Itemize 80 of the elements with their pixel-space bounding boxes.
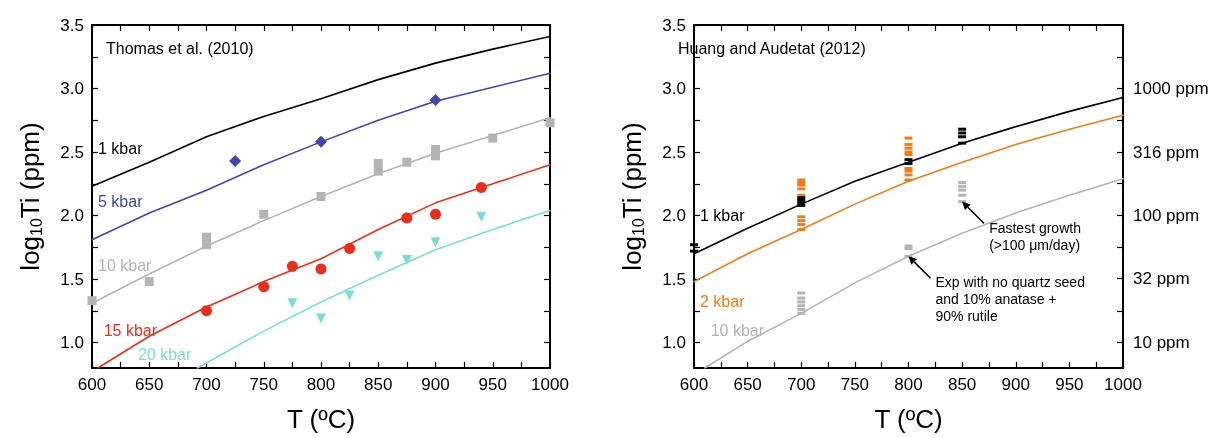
series-label: 1 kbar xyxy=(700,207,746,225)
y-tick-label: 3.0 xyxy=(60,79,84,99)
y2-tick-label: 316 ppm xyxy=(1133,142,1200,162)
point xyxy=(87,296,97,306)
x-tick-label: 850 xyxy=(364,375,393,394)
x-axis-title: T (ºC) xyxy=(874,404,943,434)
annotation: Fastest growth (>100 μm/day) xyxy=(989,219,1081,254)
x-tick-label: 750 xyxy=(840,375,870,394)
point xyxy=(545,118,555,128)
point xyxy=(488,133,498,143)
y-tick-label: 3.0 xyxy=(662,79,686,99)
text: Thomas et al. (2010) xyxy=(106,39,254,57)
y-tick-label: 2.5 xyxy=(60,142,84,162)
x-tick-label: 950 xyxy=(478,375,507,394)
point xyxy=(401,255,412,266)
point xyxy=(144,277,154,287)
point xyxy=(430,208,441,220)
series-label: 20 kbar xyxy=(137,345,192,363)
y2-tick-label: 32 ppm xyxy=(1133,268,1190,288)
point xyxy=(430,237,441,248)
point xyxy=(229,154,242,167)
series-label: 1 kbar xyxy=(98,139,144,157)
y2-tick-label: 10 ppm xyxy=(1133,333,1190,353)
y-tick-label: 3.5 xyxy=(60,15,84,35)
point xyxy=(201,305,212,317)
x-tick-label: 1000 xyxy=(531,375,569,394)
x-tick-label: 650 xyxy=(733,375,762,394)
x-tick-label: 800 xyxy=(894,375,923,394)
x-tick-label: 900 xyxy=(1001,375,1030,394)
point xyxy=(259,209,269,219)
series-label: 5 kbar xyxy=(98,193,144,211)
point xyxy=(344,290,355,301)
x-tick-label: 700 xyxy=(787,375,816,394)
x-tick-label: 900 xyxy=(421,375,450,394)
series-label: 10 kbar xyxy=(98,256,153,274)
x-tick-label: 1000 xyxy=(1104,375,1142,394)
y-tick-label: 2.5 xyxy=(662,142,686,162)
y-tick-label: 3.5 xyxy=(662,15,686,35)
point xyxy=(315,135,327,148)
point xyxy=(373,166,383,176)
x-tick-label: 950 xyxy=(1055,375,1084,394)
point xyxy=(373,251,384,262)
y2-tick-label: 100 ppm xyxy=(1133,206,1200,226)
point xyxy=(344,243,356,255)
point xyxy=(429,93,442,106)
y-tick-label: 1.5 xyxy=(60,269,84,289)
line-series xyxy=(96,163,551,369)
x-axis-title: T (ºC) xyxy=(286,404,356,434)
x-tick-label: 600 xyxy=(679,375,709,394)
y-axis-title: log10Ti (ppm) xyxy=(15,122,45,271)
point xyxy=(476,211,487,222)
point xyxy=(287,298,298,309)
x-tick-label: 600 xyxy=(77,375,107,394)
x-tick-label: 750 xyxy=(249,375,278,394)
x-tick-label: 850 xyxy=(947,375,977,394)
series-label: 15 kbar xyxy=(103,321,158,339)
x-tick-label: 650 xyxy=(135,375,164,394)
point xyxy=(316,313,326,324)
y2-tick-label: 1000 ppm xyxy=(1133,79,1209,99)
point xyxy=(202,240,211,250)
y-tick-label: 2.0 xyxy=(662,206,686,226)
x-tick-label: 800 xyxy=(306,375,336,394)
line-series xyxy=(196,209,551,369)
y-tick-label: 1.5 xyxy=(662,269,686,289)
series-label: 10 kbar xyxy=(710,321,765,339)
point xyxy=(402,157,412,167)
y-tick-label: 2.0 xyxy=(60,206,84,226)
point xyxy=(286,260,298,272)
point xyxy=(316,192,326,201)
y-axis-title: log10Ti (ppm) xyxy=(617,122,647,271)
point xyxy=(475,182,487,194)
point xyxy=(315,263,327,275)
point xyxy=(258,281,270,293)
y-tick-label: 1.0 xyxy=(662,333,686,353)
y-tick-label: 1.0 xyxy=(60,333,84,353)
line-series xyxy=(91,72,551,241)
annotation: Exp with no quartz seed and 10% anatase + 90% rutile xyxy=(935,274,1085,326)
x-tick-label: 700 xyxy=(192,375,221,394)
point xyxy=(401,212,413,224)
series-label: 2 kbar xyxy=(700,293,746,311)
